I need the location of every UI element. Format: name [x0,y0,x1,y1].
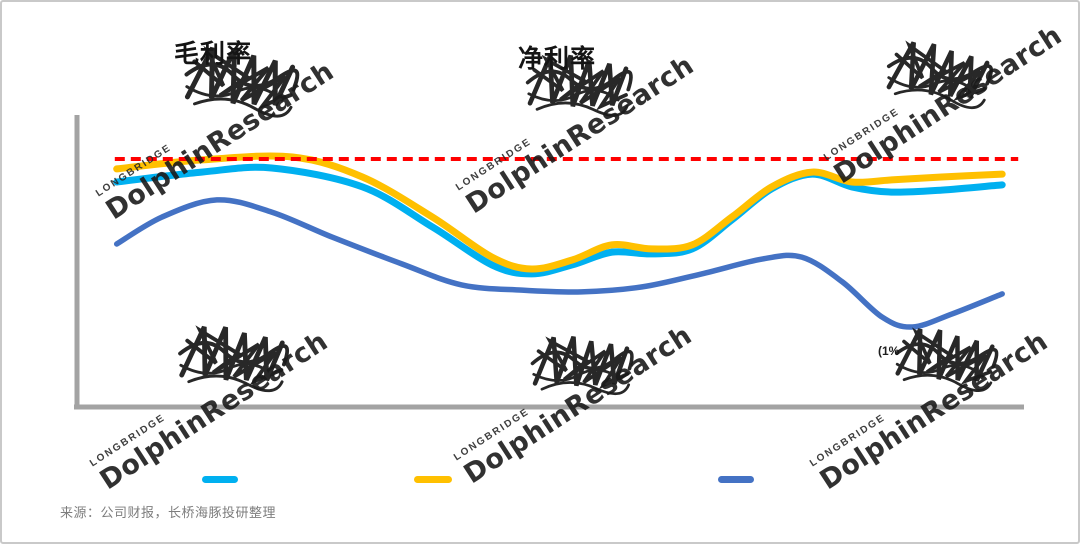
legend-swatch-blue [718,476,754,483]
series-yellow-line [113,152,1006,273]
source-note: 来源：公司财报，长桥海豚投研整理 [60,505,277,520]
legend-swatch-yellow [414,476,452,483]
chart-title-left: 毛利率 [174,40,253,68]
series-blue-line [113,197,1005,330]
chart-title-center: 净利率 [518,45,597,73]
data-annotation: (1% [878,344,900,358]
series-cyan-line [113,163,1006,278]
legend-swatch-cyan [202,476,238,483]
